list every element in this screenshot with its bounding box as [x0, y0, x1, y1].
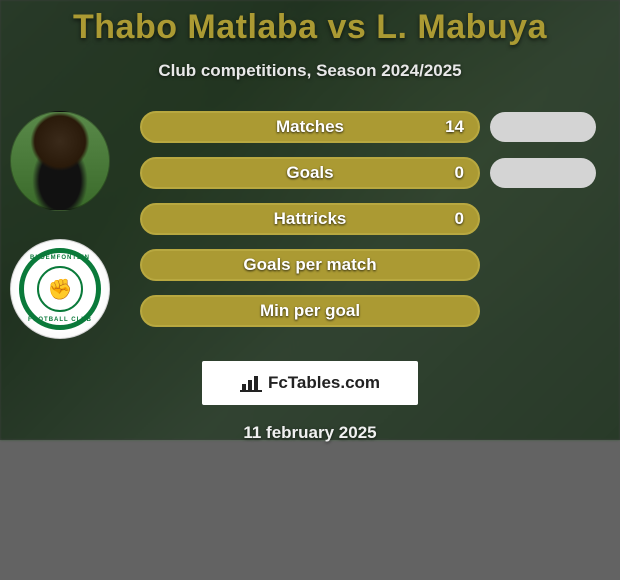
comparison-date: 11 february 2025 [0, 423, 620, 443]
club-badge-avatar: BLOEMFONTEIN ✊ FOOTBALL CLUB [10, 239, 110, 339]
stat-bar-left: Matches 14 [140, 111, 480, 143]
stats-area: BLOEMFONTEIN ✊ FOOTBALL CLUB Matches 14 Go… [0, 111, 620, 351]
stat-row: Goals per match [140, 249, 480, 281]
stat-value: 14 [445, 117, 464, 137]
stat-bar-left: Goals per match [140, 249, 480, 281]
stat-label: Hattricks [274, 209, 347, 229]
stat-bar-left: Goals 0 [140, 157, 480, 189]
stat-value: 0 [455, 209, 464, 229]
stat-row: Goals 0 [140, 157, 596, 189]
fctables-watermark: FcTables.com [202, 361, 418, 405]
stat-row: Min per goal [140, 295, 480, 327]
comparison-subtitle: Club competitions, Season 2024/2025 [0, 61, 620, 81]
watermark-text: FcTables.com [268, 373, 380, 393]
stat-bar-left: Hattricks 0 [140, 203, 480, 235]
comparison-title: Thabo Matlaba vs L. Mabuya [0, 0, 620, 47]
chart-icon [240, 374, 262, 392]
player-avatar [10, 111, 110, 211]
stat-label: Goals per match [243, 255, 376, 275]
stat-value: 0 [455, 163, 464, 183]
stat-bar-left: Min per goal [140, 295, 480, 327]
stat-label: Min per goal [260, 301, 360, 321]
stat-label: Matches [276, 117, 344, 137]
stat-bar-right [490, 112, 596, 142]
bloemfontein-celtic-icon: BLOEMFONTEIN ✊ FOOTBALL CLUB [19, 248, 101, 330]
stat-bar-right [490, 158, 596, 188]
stat-label: Goals [286, 163, 333, 183]
stat-row: Hattricks 0 [140, 203, 480, 235]
stat-row: Matches 14 [140, 111, 596, 143]
